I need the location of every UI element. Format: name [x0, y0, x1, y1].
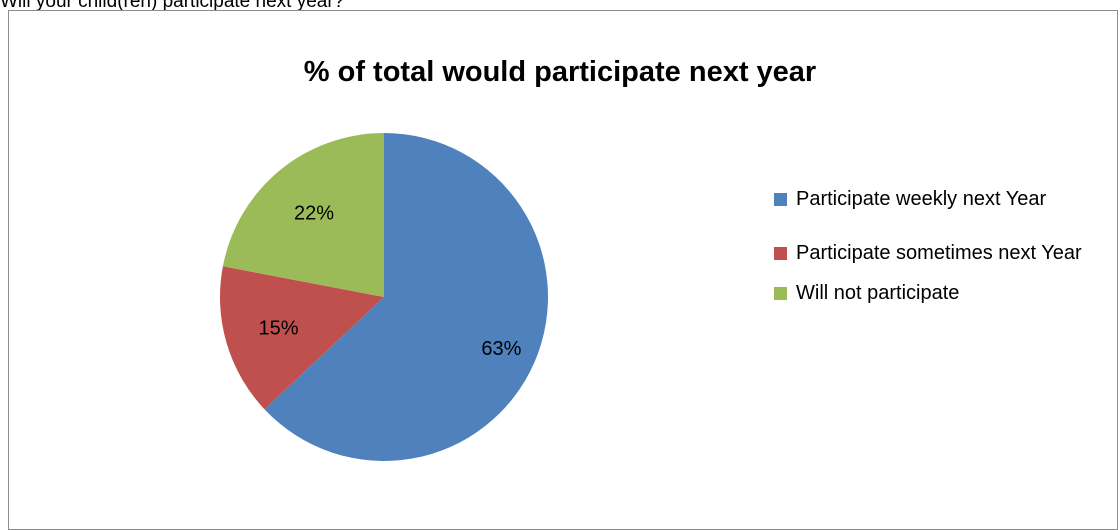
legend-label-sometimes: Participate sometimes next Year: [796, 242, 1082, 264]
legend-item-weekly: Participate weekly next Year: [774, 184, 1114, 214]
legend-swatch-weekly: [774, 193, 787, 206]
data-label-not: 22%: [294, 202, 334, 224]
legend-swatch-not: [774, 287, 787, 300]
pie-slice-weekly: [264, 133, 548, 461]
survey-question: Will your child(ren) participate next ye…: [0, 0, 345, 12]
data-label-sometimes: 15%: [258, 318, 298, 340]
pie-slice-not: [222, 132, 384, 297]
legend-label-weekly: Participate weekly next Year: [796, 188, 1047, 210]
data-label-weekly: 63%: [481, 338, 521, 360]
pie-chart: 63% 15% 22%: [219, 132, 548, 461]
legend-swatch-sometimes: [774, 247, 787, 260]
chart-legend: Participate weekly next Year Participate…: [774, 184, 1114, 332]
chart-title: % of total would participate next year: [303, 56, 817, 88]
legend-item-not: Will not participate: [774, 278, 1114, 308]
chart-area: [8, 10, 1118, 530]
legend-label-not: Will not participate: [796, 282, 960, 304]
legend-item-sometimes: Participate sometimes next Year: [774, 238, 1114, 268]
pie-slice-sometimes: [219, 266, 384, 410]
